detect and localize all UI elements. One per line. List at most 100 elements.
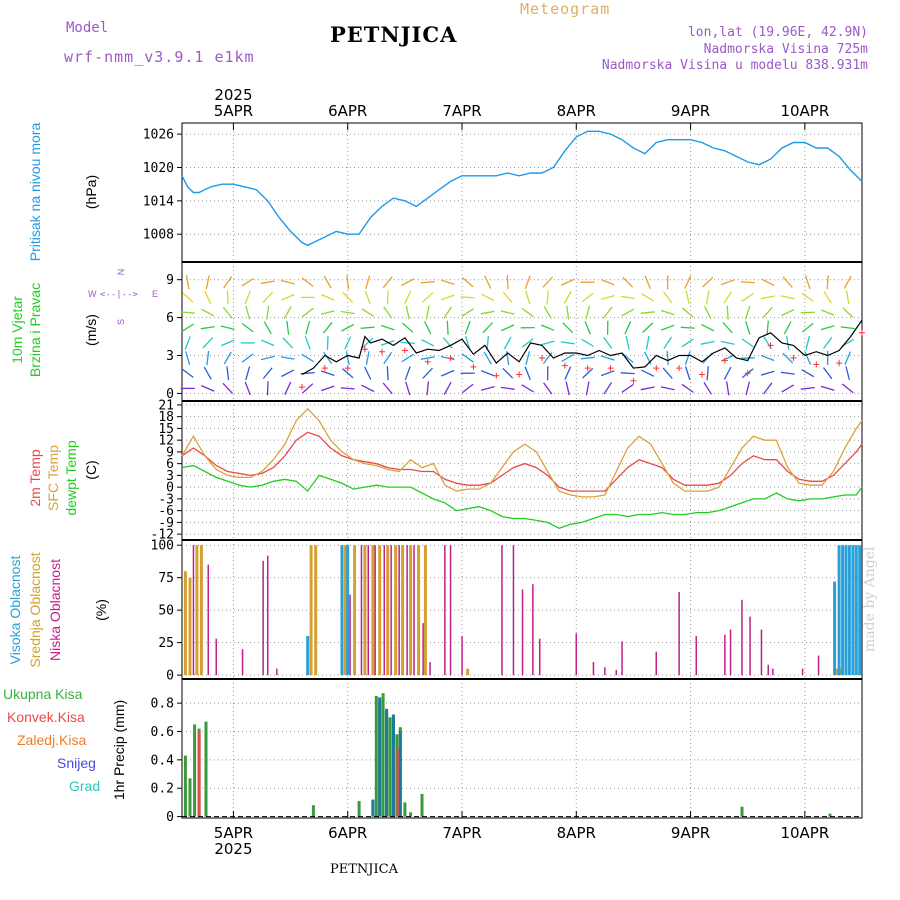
wind-arrow <box>680 326 695 329</box>
precip-bar-ukupnakisa <box>357 801 361 817</box>
cloud-bar-niska <box>575 633 577 676</box>
model-altitude-label: Nadmorska Visina u modelu 838.931m <box>601 58 868 73</box>
wind-arrow <box>640 386 655 391</box>
wind-arrow <box>524 275 531 290</box>
wind-arrow <box>622 276 634 288</box>
temp-line-dewpt <box>181 464 863 530</box>
cloud-bar-srednja <box>423 545 427 676</box>
cloud-bar-visoka <box>844 545 848 676</box>
wind-arrow <box>440 279 455 286</box>
wind-arrow <box>266 305 270 320</box>
cloud-bar-niska <box>655 651 657 676</box>
wind-arrow <box>525 290 531 305</box>
ytick-label-temperature: -9 <box>158 516 174 531</box>
precip-bar-ukupnakisa <box>828 813 832 817</box>
precip-bar-ukupnakisa <box>740 806 744 817</box>
model-label: Model <box>66 20 109 36</box>
wind-arrow <box>422 367 433 379</box>
wind-arrow <box>801 322 814 333</box>
cloud-axis-title-high: Visoka Oblacnost <box>7 556 23 665</box>
wind-arrow <box>364 366 372 380</box>
wind-arrow <box>782 352 794 364</box>
precip-legend-0: Ukupna Kisa <box>3 686 83 702</box>
ytick-label-precip: 0 <box>166 810 174 825</box>
cloud-bar-visoka <box>340 545 344 676</box>
wind-arrow <box>263 321 272 335</box>
wind-arrow <box>226 290 229 305</box>
wind-arrow <box>620 372 635 375</box>
wind-arrow <box>222 382 234 394</box>
compass-w: W <box>88 289 97 299</box>
wind-arrow <box>341 368 354 379</box>
cloud-bar-srednja <box>195 545 199 676</box>
cloud-bar-niska <box>413 545 415 676</box>
precip-bar-ukupnakisa <box>188 778 192 817</box>
wind-direction-marker <box>630 377 637 384</box>
wind-arrow <box>460 296 475 299</box>
ytick-label-temperature: 3 <box>166 469 174 484</box>
wind-arrow <box>521 338 534 348</box>
wind-arrow <box>506 275 509 290</box>
wind-arrow <box>302 383 314 394</box>
wind-arrow <box>666 351 669 366</box>
wind-arrow <box>405 305 410 320</box>
wind-arrow <box>585 381 590 396</box>
wind-arrow <box>481 293 495 302</box>
cloud-bar-visoka <box>833 581 837 676</box>
cloud-bar-niska <box>817 655 820 676</box>
wind-arrow <box>443 306 453 319</box>
day-label-top: 8APR <box>557 102 596 120</box>
wind-direction-marker <box>379 348 385 355</box>
wind-arrow <box>720 279 735 286</box>
wind-arrow <box>301 307 314 318</box>
cloud-bar-niska <box>512 545 515 676</box>
wind-arrow <box>560 341 575 345</box>
wind-arrow <box>705 290 710 305</box>
precip-bar-ukupnakisa <box>204 721 208 817</box>
wind-arrow <box>340 310 355 315</box>
cloud-bar-niska <box>461 636 463 676</box>
compass-s: S <box>116 319 126 325</box>
wind-direction-marker <box>836 360 843 367</box>
wind-arrow <box>562 322 574 334</box>
wind-arrow <box>503 336 512 350</box>
wind-arrow <box>461 353 474 363</box>
wind-arrow <box>204 290 212 304</box>
cloud-bar-niska <box>390 545 392 676</box>
wind-direction-marker <box>424 358 431 365</box>
precip-bar-ukupnakisa <box>193 724 197 817</box>
pressure-line <box>181 130 863 247</box>
cloud-bar-niska <box>215 638 217 676</box>
cloud-bar-niska <box>276 668 278 676</box>
cloud-bar-visoka <box>346 545 350 676</box>
wind-arrow <box>480 369 495 377</box>
wind-arrow <box>241 353 254 363</box>
ytick-label-wind: 0 <box>166 387 174 402</box>
ytick-label-temperature: 21 <box>158 398 174 413</box>
temp-axis-title-dew: dewpt Temp <box>63 440 79 515</box>
precip-legend-3: Snijeg <box>57 755 96 771</box>
wind-arrow <box>844 351 851 365</box>
wind-arrow <box>762 306 773 319</box>
wind-arrow <box>804 275 811 290</box>
wind-direction-marker <box>607 365 614 372</box>
wind-arrow <box>800 386 815 390</box>
wind-arrow <box>420 280 435 284</box>
cloud-axis-title-low: Niska Oblacnost <box>47 559 63 661</box>
wind-arrow <box>603 382 613 395</box>
wind-direction-marker <box>721 357 728 364</box>
wind-arrow <box>701 324 715 332</box>
wind-direction-marker <box>699 371 705 378</box>
precip-bar-ukupnakisa <box>381 693 385 817</box>
compass-n: N <box>116 269 126 276</box>
cloud-bar-niska <box>678 592 680 676</box>
wind-direction-marker <box>344 365 351 372</box>
wind-arrow <box>261 339 275 347</box>
wind-speed-line <box>301 319 863 376</box>
wind-arrow <box>660 324 675 331</box>
wind-arrow <box>845 290 850 305</box>
ytick-label-clouds: 100 <box>151 539 174 554</box>
wind-arrow <box>585 305 591 320</box>
cloud-bar-niska <box>349 594 351 676</box>
wind-arrow <box>185 275 190 290</box>
